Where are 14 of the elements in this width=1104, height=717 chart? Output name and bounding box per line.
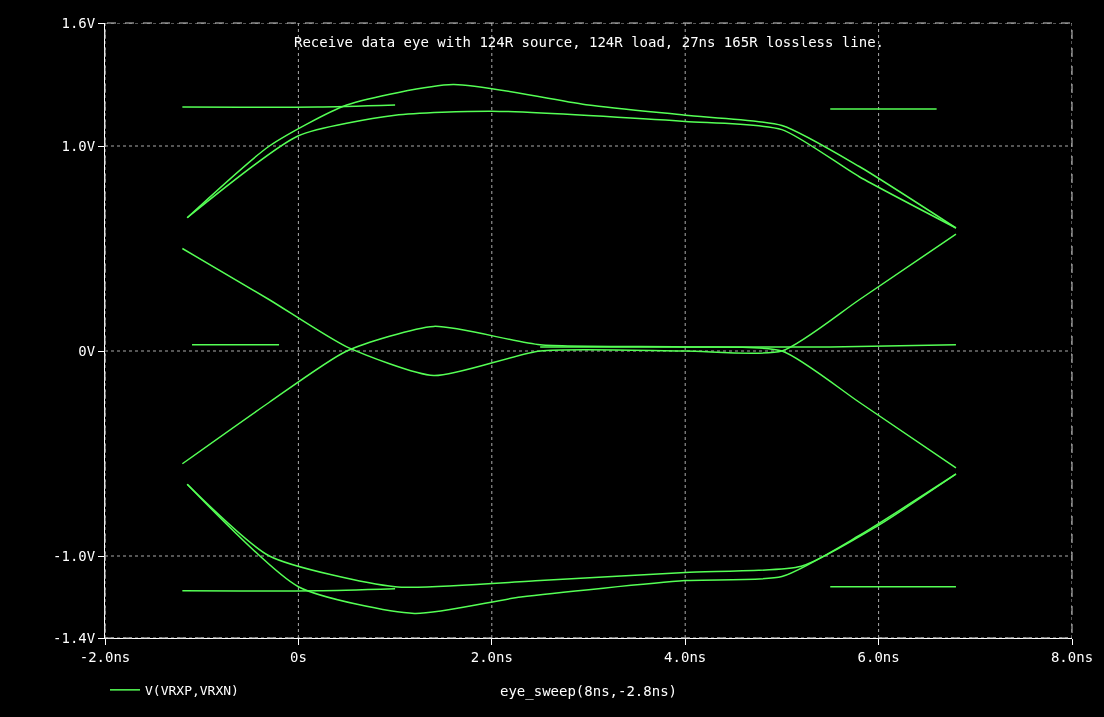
x-tick-label: 8.0ns [1050, 648, 1094, 665]
x-tick-label: 2.0ns [470, 648, 513, 665]
y-tick-label: -1.4V [53, 629, 96, 646]
y-tick-label: 1.6V [61, 14, 96, 31]
y-tick-label: 1.0V [61, 137, 96, 154]
x-tick-label: 6.0ns [857, 648, 900, 665]
legend-label: V(VRXP,VRXN) [145, 682, 239, 698]
x-tick-label: -2.0ns [79, 648, 131, 665]
x-tick-label: 0s [289, 648, 307, 665]
x-axis-title: eye_sweep(8ns,-2.8ns) [499, 683, 678, 701]
y-tick-label: -1.0V [53, 547, 96, 564]
text: Receive data eye with 124R source, 124R load, 27ns 165R lossless line. [294, 34, 885, 50]
x-tick-label: 4.0ns [664, 648, 707, 665]
y-tick-label: 0V [78, 342, 96, 359]
